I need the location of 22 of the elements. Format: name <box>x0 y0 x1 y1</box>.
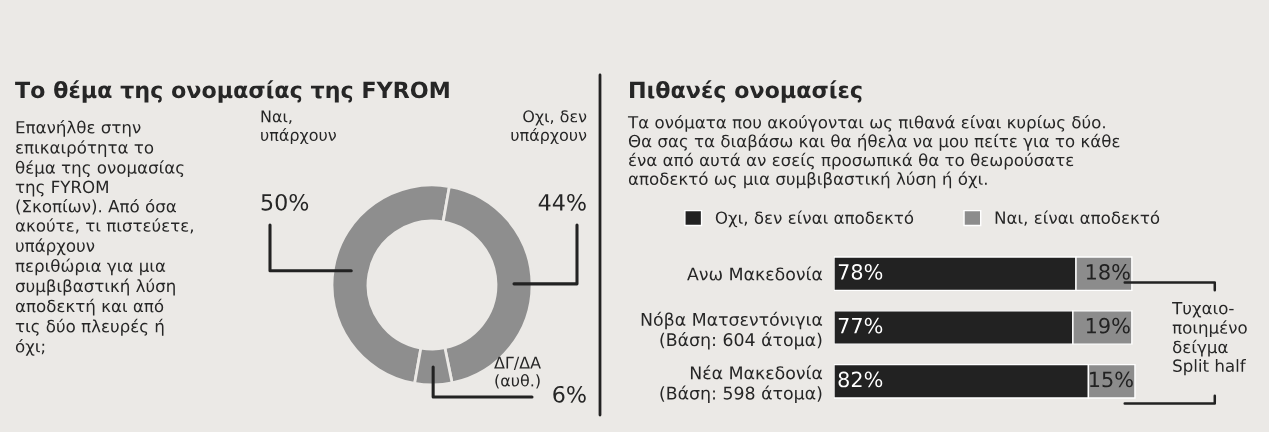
slice-label: Ναι, υπάρχουν <box>261 110 336 145</box>
chart-title: Το θέμα της ονομασίας της FYROM <box>15 80 449 103</box>
text: Τυχαιο- ποιημένο δείγμα Split half <box>1172 302 1247 376</box>
text: Επανήλθε στην επικαιρότητα το θέμα της ονομασίας της FYROM (Σκοπίων). Από όσα ακούτε, τι πιστεύετε, υπάρχουν περιθώρια για μια συμβιβαστική λύση αποδεκτή και από τις δύο πλευρές ή όχι; <box>15 120 193 356</box>
data-label: 50% <box>261 193 309 211</box>
data-label: 44% <box>538 193 586 211</box>
slice-label: Οχι, δεν υπάρχουν <box>511 110 587 145</box>
slice-label: ΔΓ/ΔΑ (αυθ.) <box>494 356 541 389</box>
data-label: 19% <box>1086 317 1130 334</box>
data-label: 77% <box>838 317 883 334</box>
y-tick-label: Νόβα Ματσεντόνιγια (Βάση: 604 άτομα) <box>641 311 823 350</box>
y-tick-label: Ανω Μακεδονία <box>687 266 823 281</box>
legend-label: Οχι, δεν είναι αποδεκτό <box>715 210 914 228</box>
data-label: 15% <box>1090 371 1133 388</box>
chart-title: Πιθανές ονομασίες <box>630 80 862 103</box>
data-label: 6% <box>553 385 586 403</box>
data-label: 82% <box>838 371 883 388</box>
data-label: 18% <box>1086 264 1130 280</box>
data-label: 78% <box>838 264 883 280</box>
chart-subtitle: Τα ονόματα που ακούγονται ως πιθανά είναι κυρίως δύο. Θα σας τα διαβάσω και θα ήθελα να μου πείτε για το κάθε ένα από αυτά αν εσείς προσωπικά θα το θεωρούσατε αποδεκτό ως μια συμβιβαστική λύση ή όχι. <box>627 115 1120 189</box>
y-tick-label: Νέα Μακεδονία (Βάση: 598 άτομα) <box>660 365 823 404</box>
legend-label: Ναι, είναι αποδεκτό <box>995 210 1160 226</box>
